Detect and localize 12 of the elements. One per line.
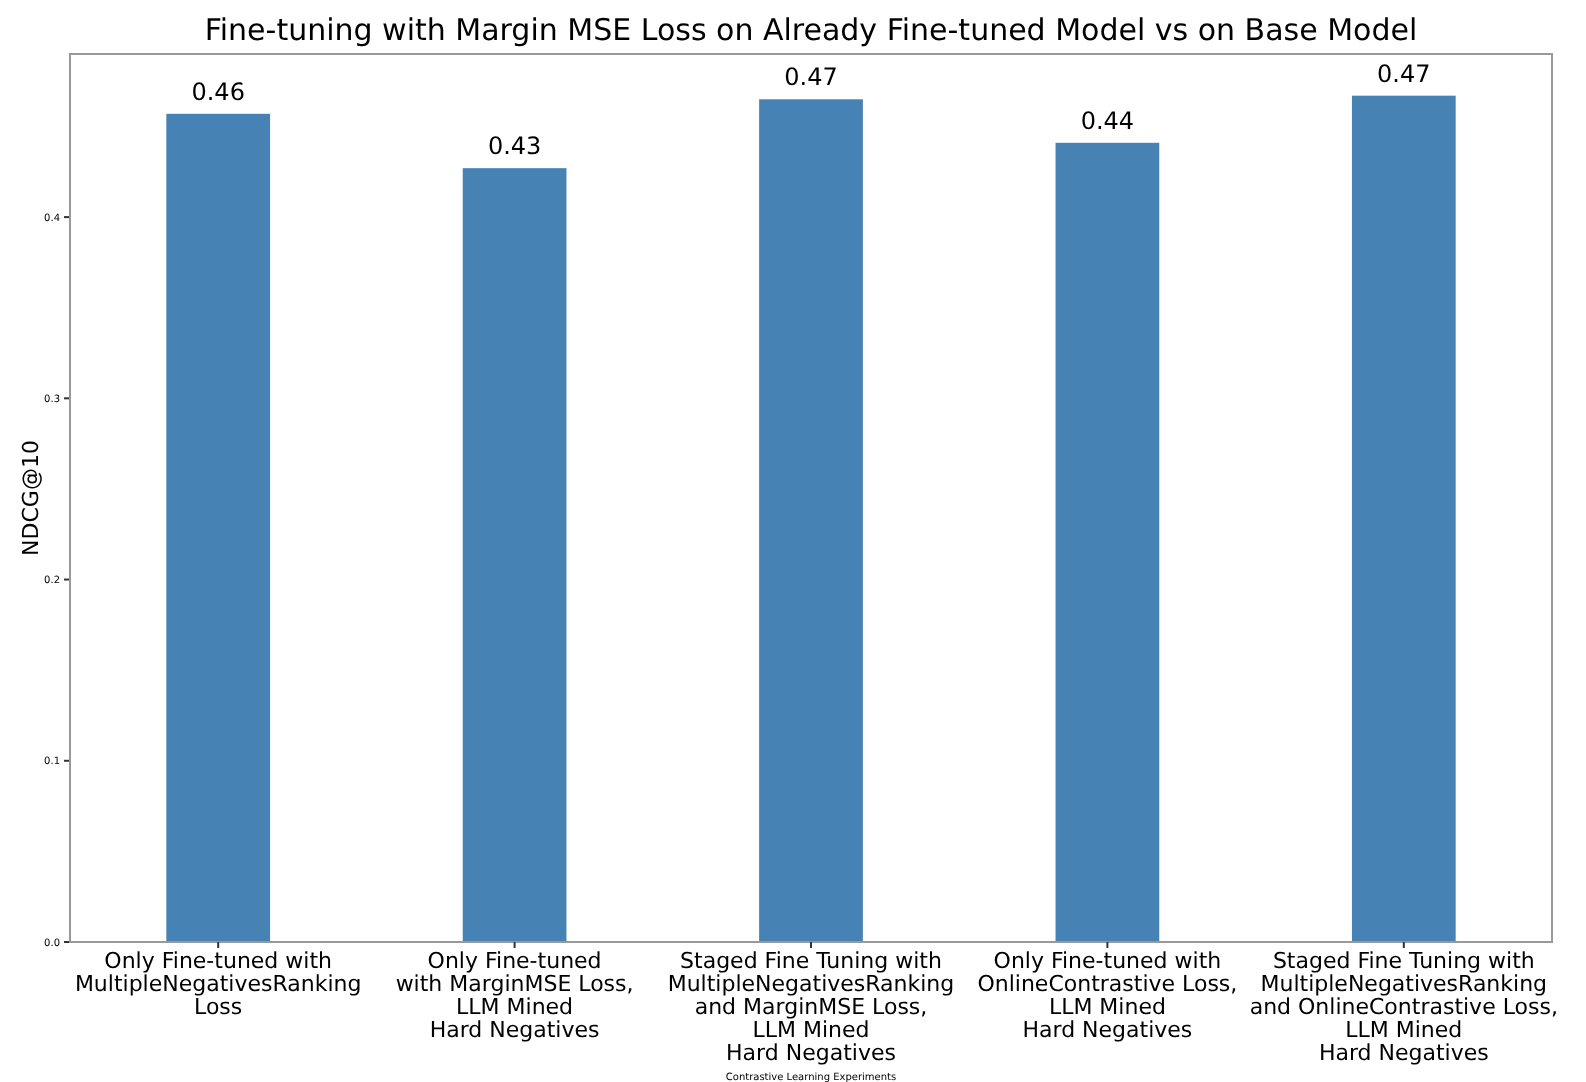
data-label: 0.47 [784, 63, 838, 92]
data-label: 0.47 [1377, 59, 1431, 88]
y-axis-title: NDCG@10 [18, 440, 44, 556]
data-label: 0.44 [1080, 106, 1135, 135]
chart-title: Fine-tuning with Margin MSE Loss on Already Fine-tuned Model vs on Base Model [204, 12, 1418, 48]
x-tick-label: Only Fine-tuned with MultipleNegativesRanking Loss [74, 948, 362, 1020]
data-label: 0.43 [487, 132, 542, 161]
x-tick-label: Staged Fine Tuning with MultipleNegativesRanking and MarginMSE Loss, LLM Mined Hard Negatives [667, 948, 955, 1066]
x-tick-label: Only Fine-tuned with OnlineContrastive Loss, LLM Mined Hard Negatives [977, 948, 1238, 1043]
x-tick-label: Staged Fine Tuning with MultipleNegativesRanking and OnlineContrastive Loss, LLM Mined Hard Negatives [1249, 948, 1558, 1066]
x-tick-label: Only Fine-tuned with MarginMSE Loss, LLM Mined Hard Negatives [395, 948, 634, 1043]
data-label: 0.46 [191, 77, 245, 106]
